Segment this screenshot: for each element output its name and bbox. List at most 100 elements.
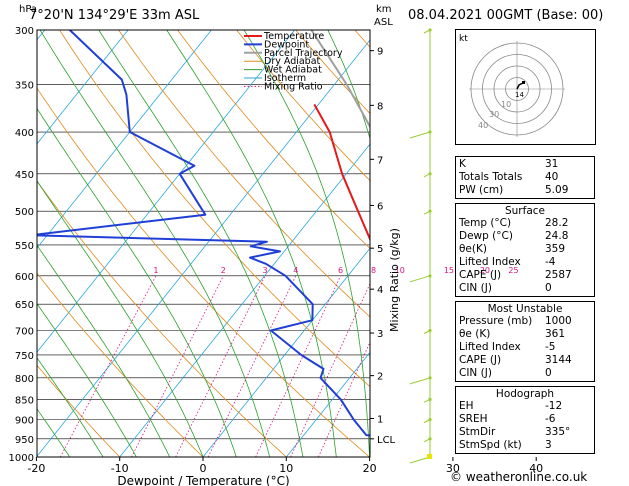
pressure-tick-label: 300	[15, 26, 34, 37]
parcel-trajectory-line	[310, 30, 370, 129]
pressure-tick-label: 400	[15, 128, 34, 139]
temperature-tick-label: 20	[363, 462, 377, 475]
index-label: Dewp (°C)	[459, 230, 513, 242]
index-value: 3	[545, 439, 552, 451]
dry-adiabat-line	[37, 364, 120, 457]
index-label: Lifted Index	[459, 256, 521, 268]
wind-barb	[409, 275, 431, 283]
index-row: PW (cm) 5.09	[459, 184, 591, 197]
legend-label: Temperature	[263, 31, 324, 42]
index-row: CAPE (J) 2587	[459, 269, 591, 282]
index-value: 3144	[545, 354, 572, 366]
dry-adiabat-line	[37, 272, 204, 457]
index-value: 359	[545, 243, 566, 255]
mixing-ratio-line	[59, 275, 157, 457]
index-label: StmSpd (kt)	[459, 439, 522, 451]
index-row: Temp (°C) 28.2	[459, 217, 591, 230]
mixing-ratio-label: 4	[293, 266, 298, 275]
hodograph-ring-label: 10	[501, 100, 511, 109]
surface-table: Surface Temp (°C) 28.2 Dewp (°C) 24.8 θe(K) 3…	[455, 203, 595, 297]
index-row: θe (K) 361	[459, 328, 591, 341]
index-label: EH	[459, 400, 474, 412]
mixing-ratio-label: 1	[153, 266, 158, 275]
mixing-ratio-line	[131, 275, 224, 457]
index-label: SREH	[459, 413, 488, 425]
mixing-ratio-line	[318, 341, 370, 457]
isotherm-line	[37, 30, 129, 145]
wind-level-dot	[428, 274, 432, 278]
index-row: Pressure (mb) 1000	[459, 315, 591, 328]
mixing-ratio-label: 20	[480, 266, 490, 275]
index-label: PW (cm)	[459, 184, 504, 196]
index-label: Pressure (mb)	[459, 315, 533, 327]
wet-adiabat-line	[37, 107, 237, 457]
isotherm-line	[37, 30, 212, 249]
pressure-tick-label: 750	[15, 351, 34, 362]
index-label: θe(K)	[459, 243, 487, 255]
index-value: 40	[545, 171, 559, 183]
wind-level-dot	[428, 418, 432, 422]
dry-adiabat-line	[37, 180, 287, 457]
temperature-tick-label: -20	[27, 462, 45, 475]
mixing-ratio-label: 15	[444, 266, 454, 275]
temperature-tick-label: 0	[200, 462, 207, 475]
index-row: StmSpd (kt) 3	[459, 439, 591, 452]
hodograph-storm-label: 14	[515, 91, 524, 99]
height-tick-label: 2	[377, 372, 383, 383]
legend-label: Parcel Trajectory	[264, 48, 343, 59]
temperature-tick-label: 10	[279, 462, 293, 475]
mixing-ratio-label: 25	[508, 266, 518, 275]
hodograph-table: Hodograph EH -12 SREH -6 StmDir 335° StmSpd (k…	[455, 386, 595, 454]
surface-title: Surface	[504, 205, 545, 217]
index-label: StmDir	[459, 426, 496, 438]
wet-adiabat-line	[37, 408, 71, 457]
temperature-tick-label: -10	[111, 462, 129, 475]
index-value: 335°	[545, 426, 571, 438]
isotherm-line	[202, 247, 370, 457]
hodograph-ring-label: 40	[478, 121, 488, 130]
basic-indices-table: K 31 Totals Totals 40 PW (cm) 5.09	[455, 156, 595, 199]
isotherm-line	[119, 143, 370, 457]
height-tick-label: LCL	[377, 435, 396, 446]
mixing-ratio-label: 6	[338, 266, 343, 275]
index-value: 5.09	[545, 184, 569, 196]
wind-level-dot	[428, 437, 432, 441]
mixing-ratio-label: 3	[263, 266, 268, 275]
wind-level-dot	[428, 328, 432, 333]
dry-adiabat-line	[37, 87, 370, 457]
index-row: CIN (J) 0	[459, 282, 591, 295]
wet-adiabat-line	[37, 244, 171, 457]
mixing-ratio-label: 8	[371, 266, 376, 275]
hodograph-trace	[516, 82, 524, 90]
index-value: 0	[545, 282, 552, 294]
height-tick-label: 7	[377, 155, 383, 166]
wet-adiabat-line	[410, 30, 441, 457]
index-label: CIN (J)	[459, 282, 492, 294]
index-label: CIN (J)	[459, 367, 492, 379]
mixing-ratio-line	[371, 276, 449, 457]
indices-panel: K 31 Totals Totals 40 PW (cm) 5.09 Surface Te…	[455, 156, 595, 454]
temperature-tick-label: 40	[529, 462, 543, 475]
pressure-tick-label: 900	[15, 416, 34, 427]
height-tick-label: 6	[377, 201, 383, 212]
wet-adiabat-line	[98, 30, 304, 457]
mixing-ratio-label: 2	[221, 266, 226, 275]
pressure-tick-label: 700	[15, 327, 34, 338]
dry-adiabat-line	[59, 30, 370, 388]
dry-adiabat-line	[118, 30, 370, 318]
index-value: 361	[545, 328, 566, 340]
wet-adiabat-line	[39, 30, 270, 457]
hodograph-unit-label: kt	[459, 34, 468, 44]
temperature-tick-label: 30	[446, 462, 460, 475]
index-value: -12	[545, 400, 563, 412]
credit-footer: © weatheronline.co.uk	[450, 470, 588, 484]
wind-level-dot	[428, 376, 432, 380]
height-tick-label: 8	[377, 101, 383, 112]
wind-barb	[409, 131, 431, 139]
legend-label: Isotherm	[264, 73, 306, 84]
pressure-tick-label: 500	[15, 207, 34, 218]
dry-adiabat-line	[236, 30, 370, 182]
pressure-tick-label: 1000	[9, 453, 34, 464]
index-row: EH -12	[459, 400, 591, 413]
